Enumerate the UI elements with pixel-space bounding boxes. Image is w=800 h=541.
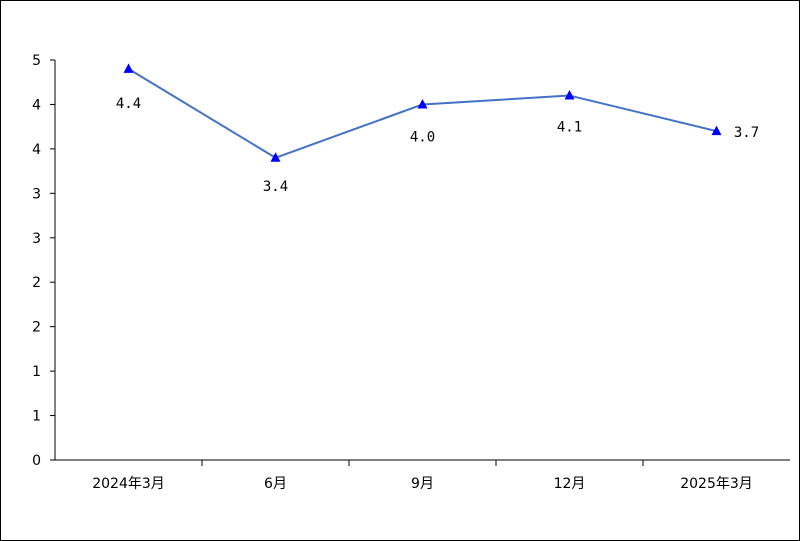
y-tick-label: 0: [32, 453, 41, 469]
data-point-marker: [564, 90, 575, 100]
x-axis-ticks: 2024年3月 6月 9月 12月 2025年3月: [92, 460, 753, 492]
x-tick-label: 2024年3月: [92, 476, 165, 492]
y-tick-label: 4: [32, 142, 41, 158]
data-point-marker: [711, 125, 722, 136]
data-label: 4.0: [410, 129, 435, 145]
data-label: 4.1: [557, 120, 582, 136]
data-label: 3.4: [263, 179, 288, 195]
data-point-marker: [270, 152, 281, 162]
x-tick-label: 12月: [554, 476, 586, 492]
x-tick-label: 2025年3月: [680, 476, 753, 492]
y-axis-ticks: 0 1 1 2 2 3 3 4 4 5: [32, 53, 55, 469]
data-point-marker: [123, 63, 134, 73]
y-tick-label: 1: [32, 364, 41, 380]
y-tick-label: 2: [32, 320, 41, 336]
chart-axes: [54, 60, 790, 461]
data-label: 4.4: [116, 96, 141, 112]
y-tick-label: 4: [32, 97, 41, 113]
y-tick-label: 3: [32, 186, 41, 202]
y-tick-label: 3: [32, 231, 41, 247]
data-labels: 4.4 3.4 4.0 4.1 3.7: [116, 96, 759, 195]
data-label: 3.7: [734, 125, 759, 141]
y-tick-label: 1: [32, 409, 41, 425]
y-tick-label: 5: [32, 53, 41, 69]
y-tick-label: 2: [32, 275, 41, 291]
x-tick-label: 6月: [264, 476, 287, 492]
series-markers: [123, 63, 722, 162]
x-tick-label: 9月: [411, 476, 434, 492]
data-point-marker: [417, 98, 428, 109]
